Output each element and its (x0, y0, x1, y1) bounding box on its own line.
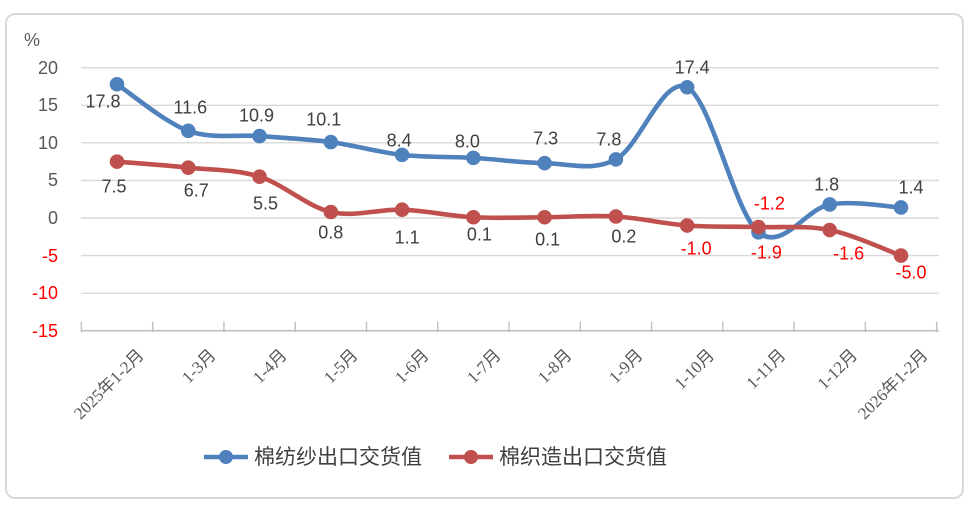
yarn-data-label: 7.8 (596, 129, 622, 150)
legend-label-yarn: 棉纺纱出口交货值 (254, 445, 422, 469)
yarn-data-label: 7.3 (533, 128, 559, 149)
yarn-data-label: 17.8 (85, 91, 121, 112)
weaving-data-label: 0.8 (318, 222, 344, 243)
weaving-data-point-marker (537, 209, 552, 225)
yarn-data-point-marker (323, 134, 339, 150)
weaving-data-label: -1.6 (833, 243, 865, 264)
yarn-data-label: 8.0 (454, 131, 480, 152)
weaving-data-label: 0.1 (466, 224, 492, 245)
yarn-data-label: 10.1 (306, 109, 342, 130)
y-axis-tick-label: 5 (47, 170, 58, 191)
yarn-data-point-marker (537, 155, 552, 171)
weaving-data-point-marker (751, 219, 766, 235)
y-axis-tick-label: 0 (47, 208, 58, 228)
y-axis-unit-label: % (24, 30, 41, 50)
weaving-data-label: 6.7 (183, 180, 209, 201)
weaving-data-point-marker (822, 222, 837, 238)
weaving-data-point-marker (109, 154, 125, 169)
yarn-data-point-marker (180, 123, 196, 139)
y-axis-tick-label: 10 (37, 132, 58, 153)
legend-label-weaving: 棉织造出口交货值 (499, 445, 667, 469)
yarn-data-label: 11.6 (173, 97, 208, 118)
yarn-data-point-marker (109, 76, 125, 92)
weaving-data-point-marker (323, 204, 339, 220)
yarn-legend-marker-icon (204, 450, 248, 464)
weaving-data-point-marker (679, 218, 695, 233)
legend-item-yarn: 棉纺纱出口交货值 (203, 445, 422, 469)
yarn-data-point-marker (822, 197, 837, 212)
weaving-data-label: -1.2 (753, 193, 785, 214)
yarn-data-point-marker (608, 152, 624, 167)
yarn-data-point-marker (679, 79, 695, 95)
weaving-legend-marker-icon (449, 450, 493, 464)
weaving-data-point-marker (252, 169, 267, 184)
yarn-data-point-marker (394, 147, 410, 163)
yarn-data-label: -1.9 (750, 242, 782, 263)
legend-item-weaving: 棉织造出口交货值 (448, 445, 667, 469)
weaving-data-label: 5.5 (253, 193, 279, 214)
yarn-data-label: 8.4 (386, 130, 412, 151)
weaving-data-label: -5.0 (895, 262, 927, 283)
weaving-data-point-marker (394, 202, 410, 218)
y-axis-tick-label: -5 (41, 245, 58, 266)
yarn-data-label: 1.4 (898, 177, 924, 198)
weaving-data-point-marker (180, 160, 196, 175)
yarn-data-point-marker (466, 150, 481, 166)
yarn-data-label: 1.8 (814, 174, 840, 195)
legend: 棉纺纱出口交货值 棉织造出口交货值 (203, 445, 667, 469)
weaving-data-label: 7.5 (101, 176, 127, 197)
y-axis-tick-label: 15 (37, 95, 58, 116)
weaving-data-label: 1.1 (394, 227, 420, 248)
weaving-data-label: 0.2 (611, 226, 637, 247)
yarn-data-point-marker (252, 128, 267, 144)
y-axis-tick-label: 20 (37, 57, 58, 78)
y-axis-tick-label: -10 (31, 283, 58, 304)
weaving-data-point-marker (893, 248, 909, 263)
weaving-data-label: 0.1 (535, 229, 561, 250)
weaving-data-point-marker (466, 209, 481, 225)
y-axis-tick-label: -15 (31, 320, 58, 341)
weaving-data-label: -1.0 (680, 238, 712, 258)
yarn-data-label: 17.4 (674, 57, 710, 78)
yarn-data-point-marker (893, 200, 909, 215)
weaving-data-point-marker (608, 209, 624, 224)
yarn-data-label: 10.9 (239, 105, 275, 126)
